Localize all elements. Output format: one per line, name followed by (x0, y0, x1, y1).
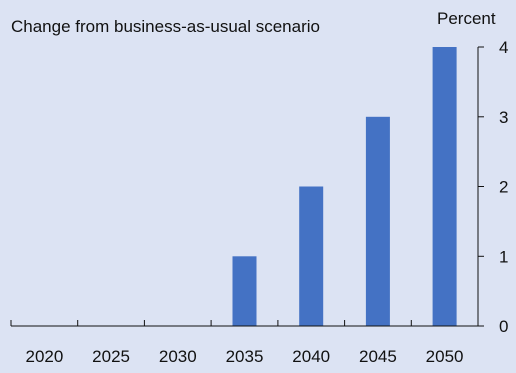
x-tick-label-2040: 2040 (292, 347, 330, 366)
y-tick-label-4: 4 (499, 38, 508, 57)
x-tick-label-2025: 2025 (92, 347, 130, 366)
y-tick-label-0: 0 (499, 317, 508, 336)
bars-group (232, 47, 457, 327)
x-tick-label-2030: 2030 (159, 347, 197, 366)
bar-2050 (432, 47, 457, 326)
x-tick-label-2020: 2020 (25, 347, 63, 366)
bar-2040 (299, 186, 324, 326)
bar-2035 (232, 256, 257, 327)
chart-subtitle: Change from business-as-usual scenario (11, 17, 320, 36)
bar-2045 (365, 116, 390, 327)
y-axis-unit-label: Percent (437, 9, 496, 28)
x-tick-label-2035: 2035 (226, 347, 264, 366)
axes-group: 2020 2025 2030 2035 2040 2045 2050 0 1 2 3 4 (10, 38, 508, 366)
y-tick-label-1: 1 (499, 247, 508, 266)
x-tick-label-2045: 2045 (359, 347, 397, 366)
x-tick-label-2050: 2050 (426, 347, 464, 366)
y-tick-label-2: 2 (499, 178, 508, 197)
y-tick-label-3: 3 (499, 108, 508, 127)
